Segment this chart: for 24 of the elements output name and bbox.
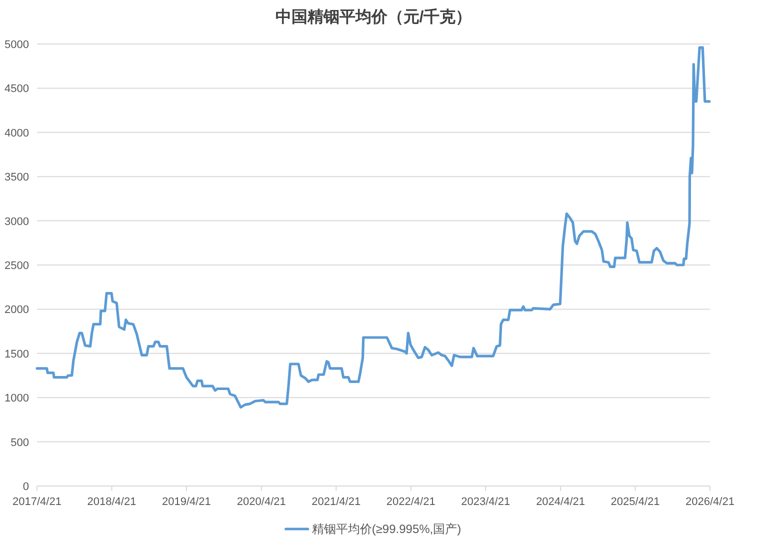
y-tick-label: 3000 — [4, 216, 29, 228]
x-tick-label: 2021/4/21 — [312, 496, 361, 508]
y-tick-label: 4500 — [4, 83, 29, 96]
y-tick-label: 1000 — [4, 392, 29, 405]
x-tick-label: 2025/4/21 — [610, 496, 660, 508]
x-tick-label: 2024/4/21 — [536, 496, 586, 508]
x-tick-label: 2018/4/21 — [87, 496, 136, 508]
x-tick-label: 2026/4/21 — [686, 496, 734, 508]
y-tick-label: 5000 — [4, 39, 29, 51]
y-tick-label: 500 — [10, 436, 29, 449]
chart-title: 中国精铟平均价（元/千克） — [275, 8, 472, 26]
legend: 精铟平均价(≥99.995%,国产) — [284, 522, 462, 536]
x-tick-label: 2023/4/21 — [461, 496, 510, 508]
x-tick-label: 2022/4/21 — [386, 496, 436, 508]
y-tick-label: 4000 — [4, 127, 29, 140]
x-tick-label: 2017/4/21 — [12, 496, 62, 508]
y-tick-label: 2500 — [4, 260, 29, 272]
y-tick-label: 0 — [22, 481, 29, 493]
x-tick-label: 2020/4/21 — [236, 496, 286, 508]
legend-label: 精铟平均价(≥99.995%,国产) — [312, 522, 462, 536]
y-tick-label: 1500 — [4, 348, 29, 360]
y-tick-label: 3500 — [4, 172, 29, 184]
y-tick-label: 2000 — [4, 304, 29, 316]
x-tick-label: 2019/4/21 — [162, 496, 211, 508]
